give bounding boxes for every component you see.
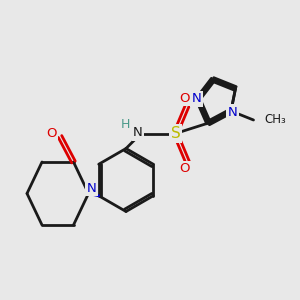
Text: CH₃: CH₃ bbox=[264, 113, 286, 126]
Text: N: N bbox=[192, 92, 201, 106]
Text: N: N bbox=[87, 182, 96, 195]
Text: H: H bbox=[121, 118, 130, 131]
Text: O: O bbox=[179, 92, 190, 105]
Text: O: O bbox=[179, 162, 190, 175]
Text: N: N bbox=[133, 126, 143, 140]
Text: O: O bbox=[46, 127, 57, 140]
Text: S: S bbox=[171, 126, 180, 141]
Text: N: N bbox=[228, 106, 237, 119]
